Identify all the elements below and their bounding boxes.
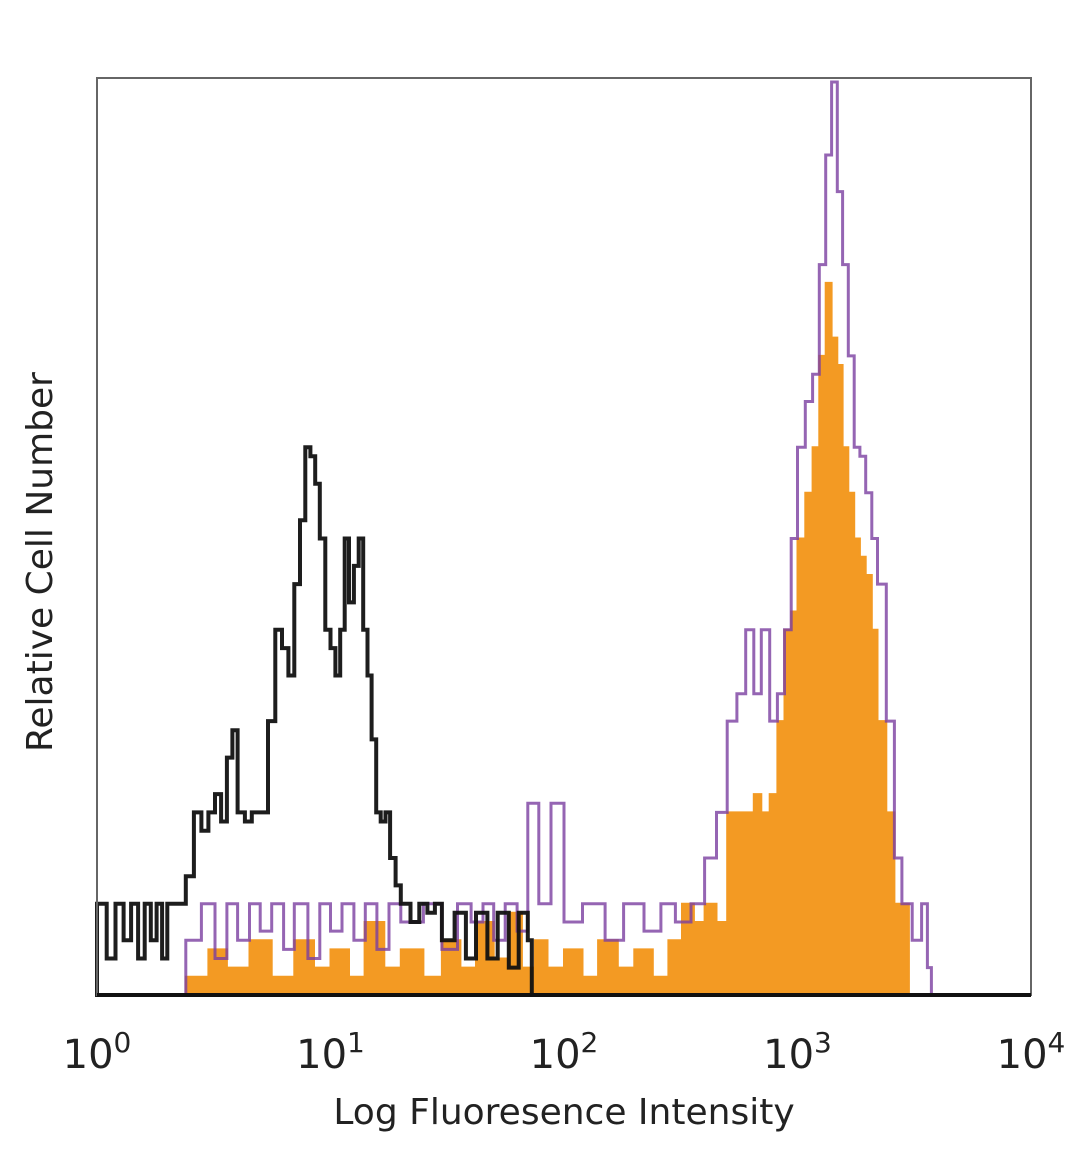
series-purple-outline	[184, 80, 933, 997]
x-tick-label-1: 101	[296, 1026, 365, 1078]
x-tick-label-2: 102	[530, 1026, 599, 1078]
series-layer	[95, 80, 933, 997]
x-tick-label-3: 103	[763, 1026, 832, 1078]
x-tick-label-0: 100	[63, 1026, 132, 1078]
x-tick-label-4: 104	[997, 1026, 1066, 1078]
series-black-outline	[95, 445, 534, 997]
y-axis-label: Relative Cell Number	[20, 372, 61, 752]
x-axis-label: Log Fluoresence Intensity	[333, 1092, 794, 1133]
x-tick-labels: 100 101 102 103 104	[63, 1026, 1066, 1078]
